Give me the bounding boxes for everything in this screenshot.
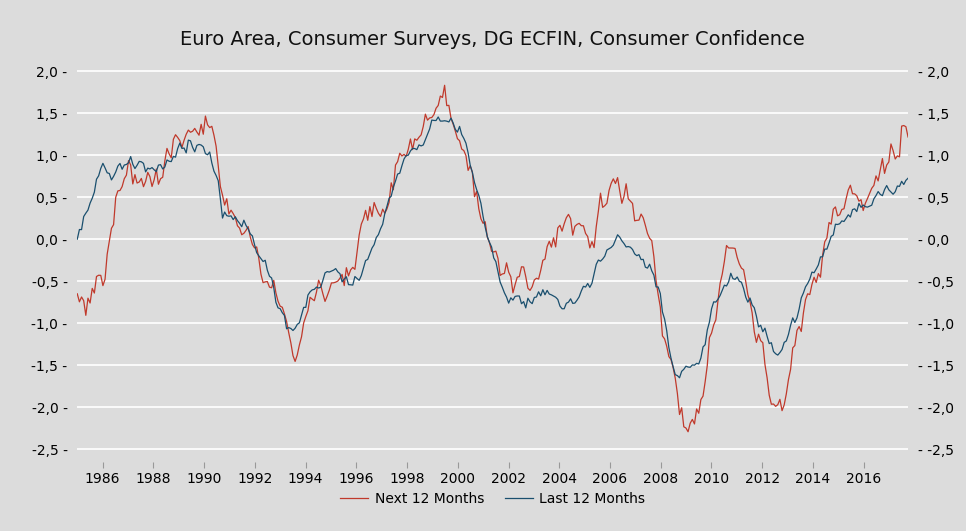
Last 12 Months [433, 114, 444, 120]
Last 12 Months [902, 175, 914, 182]
Legend: Next 12 Months, Last 12 Months: Next 12 Months, Last 12 Months [334, 486, 651, 511]
Last 12 Months [631, 253, 642, 259]
Line: Last 12 Months: Last 12 Months [77, 117, 908, 378]
Next 12 Months [682, 429, 694, 435]
Next 12 Months [71, 290, 83, 297]
Next 12 Months [631, 217, 642, 224]
Last 12 Months [663, 344, 674, 350]
Title: Euro Area, Consumer Surveys, DG ECFIN, Consumer Confidence: Euro Area, Consumer Surveys, DG ECFIN, C… [181, 30, 805, 48]
Next 12 Months [170, 132, 182, 138]
Next 12 Months [697, 393, 709, 399]
Last 12 Months [717, 287, 728, 294]
Last 12 Months [697, 344, 709, 350]
Next 12 Months [439, 82, 450, 89]
Last 12 Months [170, 154, 182, 160]
Next 12 Months [663, 354, 674, 360]
Next 12 Months [717, 271, 728, 277]
Last 12 Months [673, 374, 685, 381]
Last 12 Months [71, 236, 83, 242]
Last 12 Months [759, 325, 771, 331]
Line: Next 12 Months: Next 12 Months [77, 85, 908, 432]
Next 12 Months [759, 361, 771, 367]
Next 12 Months [902, 134, 914, 140]
